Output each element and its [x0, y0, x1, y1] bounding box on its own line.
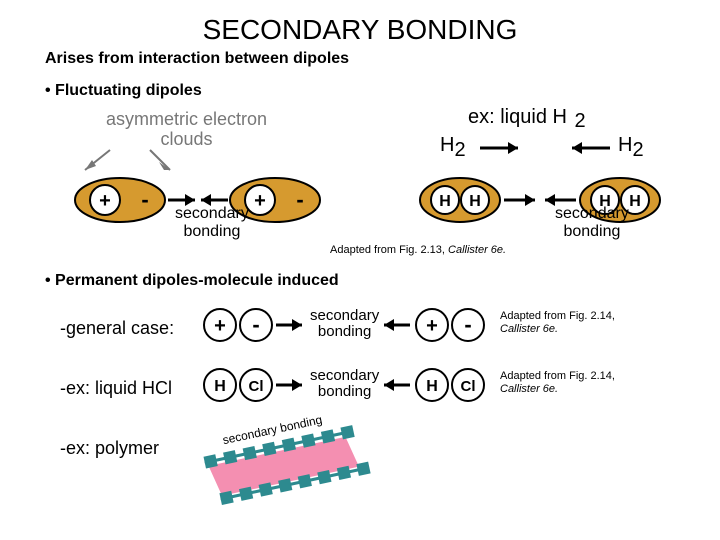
a214b2: Callister 6e.	[500, 383, 615, 396]
sec-bond-l2: bonding	[175, 223, 249, 241]
sec-bond-label-1: secondary bonding	[175, 205, 249, 240]
sec-bond-label-3: secondary bonding	[310, 308, 379, 340]
row-general-label: -general case:	[60, 318, 174, 339]
a214b: Callister 6e.	[500, 323, 615, 336]
gen-minus-2: -	[464, 312, 471, 337]
sbl2-l1: secondary	[555, 205, 629, 223]
asym-line2: clouds	[106, 130, 267, 150]
plus-glyph-2: +	[254, 190, 266, 212]
subscript-2a: 2	[575, 110, 586, 132]
callister-6e: Callister 6e.	[448, 244, 506, 256]
h2-r: H	[618, 134, 632, 156]
h2-l: H	[440, 134, 454, 156]
bullet-permanent: • Permanent dipoles-molecule induced	[45, 272, 339, 290]
sbl3-l2: bonding	[310, 324, 379, 340]
polymer-diagram: secondary bonding	[195, 410, 375, 520]
h-text-1b: H	[469, 193, 481, 210]
a214a: Adapted from Fig. 2.14,	[500, 310, 615, 323]
hcl-cl: Cl	[249, 378, 264, 395]
gen-plus: +	[214, 315, 226, 337]
asym-clouds-label: asymmetric electron clouds	[106, 110, 267, 150]
h2-left: H2	[440, 134, 466, 157]
bullet-fluctuating: • Fluctuating dipoles	[45, 82, 202, 100]
adapted-214-hcl: Adapted from Fig. 2.14, Callister 6e.	[500, 370, 615, 396]
sbl3-l1: secondary	[310, 308, 379, 324]
asym-line1: asymmetric electron	[106, 110, 267, 130]
sub2-l: 2	[454, 139, 465, 161]
adapted-214-gen: Adapted from Fig. 2.14, Callister 6e.	[500, 310, 615, 336]
hcl-cl-2: Cl	[461, 378, 476, 395]
row-hcl-label: -ex: liquid HCl	[60, 378, 172, 399]
plus-glyph: +	[99, 190, 111, 212]
h2-arrows	[480, 136, 610, 160]
sbl4-l1: secondary	[310, 368, 379, 384]
ex-liquid-h2-text: ex: liquid H	[468, 106, 567, 128]
page-title: SECONDARY BONDING	[203, 14, 518, 46]
gen-minus: -	[252, 312, 259, 337]
gen-plus-2: +	[426, 315, 438, 337]
h2-right: H2	[618, 134, 644, 157]
hcl-h-2: H	[426, 378, 438, 395]
subtitle: Arises from interaction between dipoles	[45, 50, 349, 68]
sub2-r: 2	[632, 139, 643, 161]
row-polymer-label: -ex: polymer	[60, 438, 159, 459]
sec-bond-label-2: secondary bonding	[555, 205, 629, 240]
h-text-1a: H	[439, 193, 451, 210]
minus-glyph: -	[141, 187, 148, 212]
hcl-h: H	[214, 378, 226, 395]
minus-glyph-2: -	[296, 187, 303, 212]
adapted-213: Adapted from Fig. 2.13, Callister 6e.	[330, 244, 506, 256]
ex-liquid-h2-label: ex: liquid H 2	[468, 106, 584, 129]
a214a2: Adapted from Fig. 2.14,	[500, 370, 615, 383]
sbl4-l2: bonding	[310, 384, 379, 400]
sbl2-l2: bonding	[555, 223, 629, 241]
sec-bond-l1: secondary	[175, 205, 249, 223]
h-text-2b: H	[629, 193, 641, 210]
sec-bond-label-4: secondary bonding	[310, 368, 379, 400]
